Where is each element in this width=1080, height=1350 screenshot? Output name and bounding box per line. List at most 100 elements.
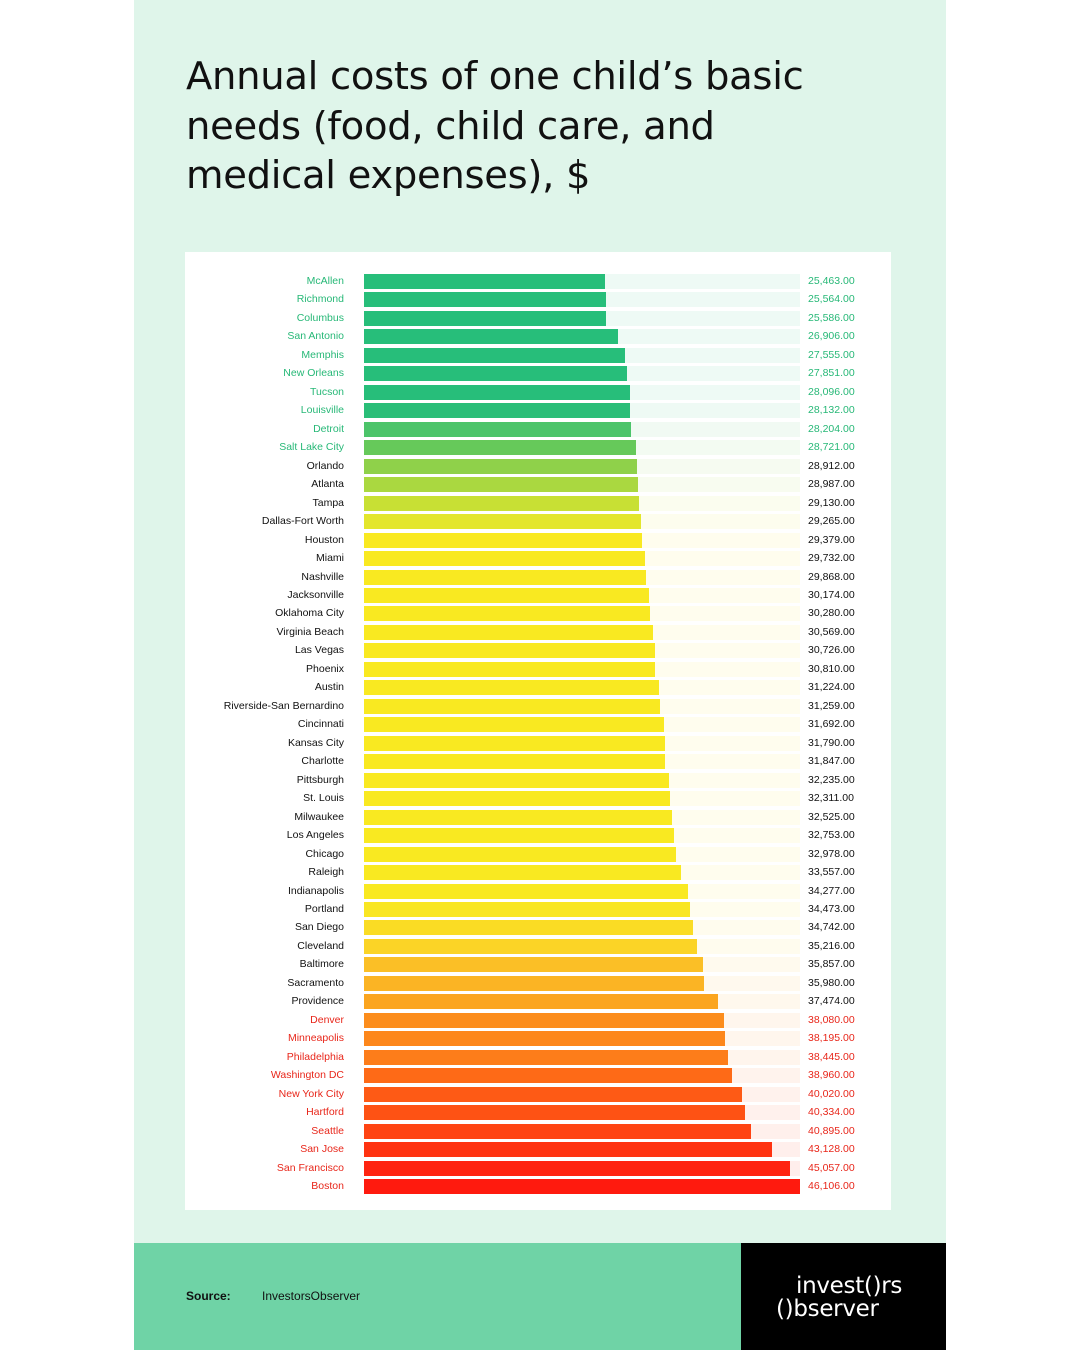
investorsobserver-logo: invest()rs ()bserver [741,1243,946,1350]
category-label: Tucson [309,385,344,398]
bar-row: Las Vegas 30,726.00 [185,642,891,660]
category-label: Dallas-Fort Worth [261,515,344,528]
bar [364,532,642,548]
value-label: 34,742.00 [808,921,855,934]
bar-row: Baltimore 35,857.00 [185,956,891,974]
value-label: 32,753.00 [808,829,855,842]
bar-row: New Orleans 27,851.00 [185,365,891,383]
bar-row: Louisville 28,132.00 [185,402,891,420]
category-label: Chicago [305,847,344,860]
bar-row: Los Angeles 32,753.00 [185,827,891,845]
bar [364,606,651,622]
bar-row: Tucson 28,096.00 [185,384,891,402]
bar-row: Jacksonville 30,174.00 [185,587,891,605]
value-label: 33,557.00 [808,866,855,879]
category-label: Las Vegas [294,644,344,657]
category-label: Boston [311,1180,344,1193]
bar [364,772,669,788]
value-label: 29,130.00 [808,496,855,509]
category-label: Phoenix [306,662,344,675]
category-label: Atlanta [311,478,344,491]
value-label: 32,235.00 [808,773,855,786]
infographic-card: Annual costs of one child’s basic needs … [134,0,946,1350]
category-label: Denver [310,1013,344,1026]
bar [364,1160,791,1176]
bar [364,274,605,289]
bar-row: McAllen 25,463.00 [185,273,891,291]
bar-row: Salt Lake City 28,721.00 [185,439,891,457]
value-label: 31,224.00 [808,681,855,694]
bar-row: Hartford 40,334.00 [185,1104,891,1122]
bar [364,1105,746,1121]
bar [364,495,640,511]
bar-row: Virginia Beach 30,569.00 [185,624,891,642]
category-label: Houston [304,533,344,546]
bar [364,1012,725,1028]
bar [364,1086,743,1102]
bar-row: Miami 29,732.00 [185,550,891,568]
value-label: 40,020.00 [808,1087,855,1100]
value-label: 40,895.00 [808,1124,855,1137]
category-label: Orlando [306,459,344,472]
bar [364,624,654,640]
value-label: 30,810.00 [808,662,855,675]
bar [364,366,628,382]
bar [364,791,670,807]
bar-row: Austin 31,224.00 [185,679,891,697]
bar [364,883,689,899]
bar [364,1123,751,1139]
category-label: Seattle [311,1124,344,1137]
bar-row: Charlotte 31,847.00 [185,753,891,771]
category-label: Kansas City [287,736,344,749]
value-label: 31,259.00 [808,699,855,712]
bar-row: Phoenix 30,810.00 [185,661,891,679]
bar-row: Chicago 32,978.00 [185,846,891,864]
bar-row: Houston 29,379.00 [185,532,891,550]
value-label: 43,128.00 [808,1143,855,1156]
bar [364,514,641,530]
bar-row: San Francisco 45,057.00 [185,1160,891,1178]
bar-row: Raleigh 33,557.00 [185,864,891,882]
bar [364,643,655,659]
bar-row: Seattle 40,895.00 [185,1123,891,1141]
source-label: Source: [186,1289,231,1303]
bar [364,329,619,345]
value-label: 28,721.00 [808,441,855,454]
value-label: 29,379.00 [808,533,855,546]
value-label: 32,978.00 [808,847,855,860]
logo-line-1: invest()rs [796,1273,903,1299]
value-label: 35,980.00 [808,976,855,989]
bar [364,384,630,400]
bar [364,957,704,973]
bar [364,1049,728,1065]
bar-row: San Antonio 26,906.00 [185,328,891,346]
value-label: 31,692.00 [808,718,855,731]
value-label: 28,912.00 [808,459,855,472]
value-label: 34,473.00 [808,902,855,915]
value-label: 30,569.00 [808,625,855,638]
bar-row: Riverside-San Bernardino 31,259.00 [185,698,891,716]
value-label: 28,132.00 [808,404,855,417]
category-label: Providence [291,995,344,1008]
bar [364,735,665,751]
category-label: St. Louis [303,792,344,805]
bar-row: Providence 37,474.00 [185,993,891,1011]
bar [364,846,676,862]
category-label: San Jose [300,1143,344,1156]
value-label: 37,474.00 [808,995,855,1008]
value-label: 38,195.00 [808,1032,855,1045]
category-label: Jacksonville [287,588,344,601]
chart-title: Annual costs of one child’s basic needs … [186,54,804,198]
bar-row: Tampa 29,130.00 [185,495,891,513]
value-label: 28,096.00 [808,385,855,398]
category-label: Minneapolis [287,1032,344,1045]
bar [364,1179,800,1195]
category-label: Indianapolis [287,884,344,897]
value-label: 30,726.00 [808,644,855,657]
value-label: 45,057.00 [808,1161,855,1174]
category-label: New York City [278,1087,344,1100]
bar-row: Boston 46,106.00 [185,1178,891,1196]
bar [364,754,666,770]
category-label: Cincinnati [297,718,344,731]
category-label: Milwaukee [294,810,344,823]
